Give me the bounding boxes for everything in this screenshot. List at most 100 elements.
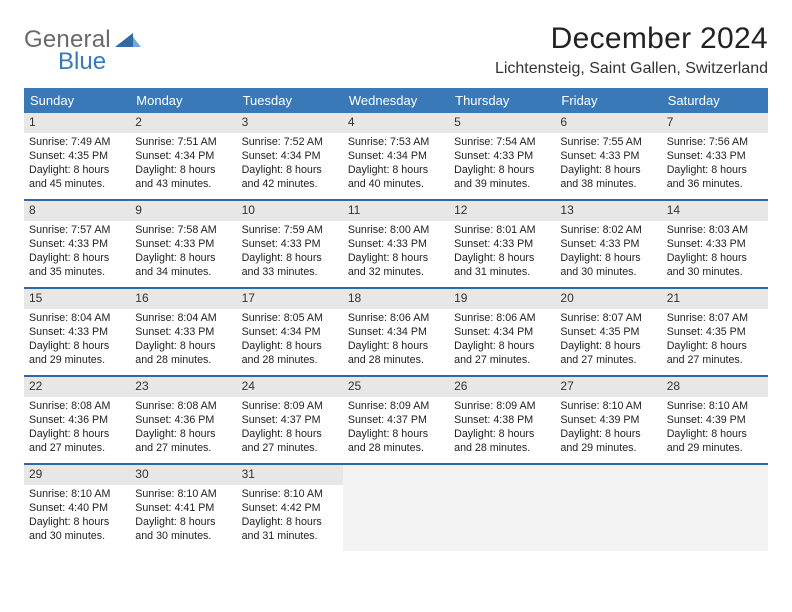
sunset-text: Sunset: 4:33 PM — [135, 325, 231, 339]
dow-cell: Saturday — [662, 88, 768, 113]
daylight-text: Daylight: 8 hours and 33 minutes. — [242, 251, 338, 279]
day-number: 20 — [555, 289, 661, 309]
day-number: 16 — [130, 289, 236, 309]
sunset-text: Sunset: 4:33 PM — [454, 237, 550, 251]
day-number: 31 — [237, 465, 343, 485]
sunset-text: Sunset: 4:33 PM — [560, 149, 656, 163]
day-cell: 14Sunrise: 8:03 AMSunset: 4:33 PMDayligh… — [662, 201, 768, 287]
sunrise-text: Sunrise: 7:49 AM — [29, 135, 125, 149]
sunset-text: Sunset: 4:33 PM — [29, 237, 125, 251]
sunrise-text: Sunrise: 7:52 AM — [242, 135, 338, 149]
day-number: 29 — [24, 465, 130, 485]
sunrise-text: Sunrise: 8:06 AM — [348, 311, 444, 325]
sunrise-text: Sunrise: 8:09 AM — [348, 399, 444, 413]
day-number: 8 — [24, 201, 130, 221]
sunset-text: Sunset: 4:34 PM — [454, 325, 550, 339]
sunset-text: Sunset: 4:33 PM — [242, 237, 338, 251]
daylight-text: Daylight: 8 hours and 30 minutes. — [29, 515, 125, 543]
day-number: 21 — [662, 289, 768, 309]
day-cell: 18Sunrise: 8:06 AMSunset: 4:34 PMDayligh… — [343, 289, 449, 375]
dow-cell: Friday — [555, 88, 661, 113]
day-cell: 25 Sunrise: 8:09 AMSunset: 4:37 PMDayligh… — [343, 377, 449, 463]
daylight-text: Daylight: 8 hours and 28 minutes. — [135, 339, 231, 367]
day-number: 4 — [343, 113, 449, 133]
day-number: 27 — [555, 377, 661, 397]
day-number: 1 — [24, 113, 130, 133]
sunset-text: Sunset: 4:41 PM — [135, 501, 231, 515]
day-number: 22 — [24, 377, 130, 397]
day-cell: 13Sunrise: 8:02 AMSunset: 4:33 PMDayligh… — [555, 201, 661, 287]
sunrise-text: Sunrise: 8:10 AM — [29, 487, 125, 501]
sunrise-text: Sunrise: 7:57 AM — [29, 223, 125, 237]
sunrise-text: Sunrise: 7:54 AM — [454, 135, 550, 149]
day-cell: 30Sunrise: 8:10 AMSunset: 4:41 PMDayligh… — [130, 465, 236, 551]
dow-cell: Monday — [130, 88, 236, 113]
day-number: 7 — [662, 113, 768, 133]
day-number: 12 — [449, 201, 555, 221]
day-number: 15 — [24, 289, 130, 309]
week-row: 22 Sunrise: 8:08 AMSunset: 4:36 PM Dayligh… — [24, 375, 768, 463]
day-cell: 12Sunrise: 8:01 AMSunset: 4:33 PMDayligh… — [449, 201, 555, 287]
sunrise-text: Sunrise: 7:56 AM — [667, 135, 763, 149]
day-number: 14 — [662, 201, 768, 221]
daylight-text: Daylight: 8 hours and 34 minutes. — [135, 251, 231, 279]
sunrise-text: Sunrise: 8:04 AM — [29, 311, 125, 325]
sunrise-text: Sunrise: 8:10 AM — [135, 487, 231, 501]
week-row: 8Sunrise: 7:57 AMSunset: 4:33 PMDaylight… — [24, 199, 768, 287]
daylight-text: Daylight: 8 hours and 27 minutes. — [667, 339, 763, 367]
day-number: 18 — [343, 289, 449, 309]
sunset-text: Sunset: 4:40 PM — [29, 501, 125, 515]
sunset-text: Sunset: 4:33 PM — [667, 149, 763, 163]
day-cell: 16Sunrise: 8:04 AMSunset: 4:33 PMDayligh… — [130, 289, 236, 375]
day-number: 19 — [449, 289, 555, 309]
day-cell: 8Sunrise: 7:57 AMSunset: 4:33 PMDaylight… — [24, 201, 130, 287]
sunrise-text: Sunrise: 7:59 AM — [242, 223, 338, 237]
day-cell: 3Sunrise: 7:52 AMSunset: 4:34 PMDaylight… — [237, 113, 343, 199]
sunset-text: Sunset: 4:37 PM — [348, 413, 444, 427]
daylight-text: Daylight: 8 hours and 29 minutes. — [667, 427, 763, 455]
day-number: 23 — [130, 377, 236, 397]
day-cell: 29 Sunrise: 8:10 AMSunset: 4:40 PMDayligh… — [24, 465, 130, 551]
sunrise-text: Sunrise: 8:02 AM — [560, 223, 656, 237]
sunset-text: Sunset: 4:33 PM — [667, 237, 763, 251]
sunrise-text: Sunrise: 7:51 AM — [135, 135, 231, 149]
dow-cell: Sunday — [24, 88, 130, 113]
sunrise-text: Sunrise: 8:05 AM — [242, 311, 338, 325]
sunset-text: Sunset: 4:42 PM — [242, 501, 338, 515]
sunset-text: Sunset: 4:35 PM — [667, 325, 763, 339]
day-cell: 22Sunrise: 8:08 AMSunset: 4:36 PMDayligh… — [24, 377, 130, 463]
day-number: 17 — [237, 289, 343, 309]
day-cell-empty: . — [343, 465, 449, 551]
sunrise-text: Sunrise: 8:08 AM — [29, 399, 125, 413]
sunset-text: Sunset: 4:37 PM — [242, 413, 338, 427]
day-cell: 26Sunrise: 8:09 AMSunset: 4:38 PMDayligh… — [449, 377, 555, 463]
day-cell-empty: . — [662, 465, 768, 551]
daylight-text: Daylight: 8 hours and 30 minutes. — [560, 251, 656, 279]
sunset-text: Sunset: 4:39 PM — [667, 413, 763, 427]
daylight-text: Daylight: 8 hours and 38 minutes. — [560, 163, 656, 191]
sunrise-text: Sunrise: 8:06 AM — [454, 311, 550, 325]
header: General Blue December 2024 Lichtensteig,… — [24, 22, 768, 78]
week-row: 29Sunrise: 8:10 AMSunset: 4:40 PMDayligh… — [24, 463, 768, 551]
day-cell: 15Sunrise: 8:04 AMSunset: 4:33 PMDayligh… — [24, 289, 130, 375]
day-cell: 21Sunrise: 8:07 AMSunset: 4:35 PMDayligh… — [662, 289, 768, 375]
sunrise-text: Sunrise: 8:03 AM — [667, 223, 763, 237]
sunset-text: Sunset: 4:36 PM — [29, 413, 125, 427]
location-subtitle: Lichtensteig, Saint Gallen, Switzerland — [495, 60, 768, 78]
day-number: 25 — [343, 377, 449, 397]
day-of-week-header: SundayMondayTuesdayWednesdayThursdayFrid… — [24, 88, 768, 113]
day-cell: 31Sunrise: 8:10 AMSunset: 4:42 PMDayligh… — [237, 465, 343, 551]
sunset-text: Sunset: 4:33 PM — [29, 325, 125, 339]
sunrise-text: Sunrise: 8:07 AM — [560, 311, 656, 325]
day-cell-empty: . — [449, 465, 555, 551]
daylight-text: Daylight: 8 hours and 40 minutes. — [348, 163, 444, 191]
sunrise-text: Sunrise: 7:53 AM — [348, 135, 444, 149]
sunset-text: Sunset: 4:34 PM — [242, 325, 338, 339]
day-cell: 9Sunrise: 7:58 AMSunset: 4:33 PMDaylight… — [130, 201, 236, 287]
day-number: 9 — [130, 201, 236, 221]
daylight-text: Daylight: 8 hours and 28 minutes. — [348, 427, 444, 455]
daylight-text: Daylight: 8 hours and 45 minutes. — [29, 163, 125, 191]
daylight-text: Daylight: 8 hours and 27 minutes. — [454, 339, 550, 367]
day-cell: 17Sunrise: 8:05 AMSunset: 4:34 PMDayligh… — [237, 289, 343, 375]
sunset-text: Sunset: 4:34 PM — [348, 149, 444, 163]
